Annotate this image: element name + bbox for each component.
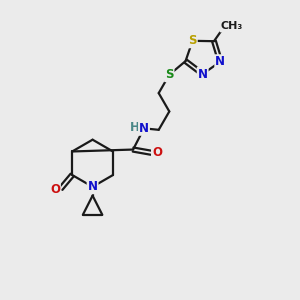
Text: O: O bbox=[152, 146, 162, 159]
Text: S: S bbox=[165, 68, 174, 81]
Text: N: N bbox=[139, 122, 149, 135]
Text: S: S bbox=[188, 34, 197, 47]
Text: O: O bbox=[50, 183, 60, 196]
Text: N: N bbox=[198, 68, 208, 80]
Text: N: N bbox=[215, 55, 225, 68]
Text: CH₃: CH₃ bbox=[220, 22, 243, 32]
Text: H: H bbox=[130, 121, 140, 134]
Text: N: N bbox=[88, 180, 98, 193]
